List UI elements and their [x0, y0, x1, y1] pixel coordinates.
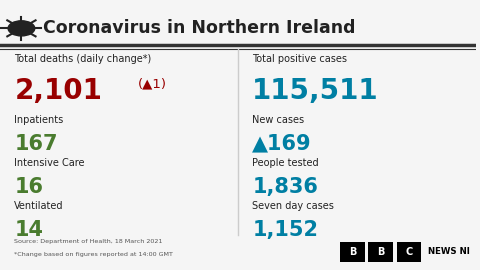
Text: ▲169: ▲169 — [252, 134, 312, 154]
Text: People tested: People tested — [252, 158, 319, 168]
Text: 14: 14 — [14, 220, 43, 240]
Text: New cases: New cases — [252, 115, 304, 125]
Text: (▲1): (▲1) — [138, 77, 167, 90]
Text: C: C — [405, 247, 413, 257]
Text: B: B — [377, 247, 384, 257]
Text: Total deaths (daily change*): Total deaths (daily change*) — [14, 54, 152, 64]
Text: NEWS NI: NEWS NI — [428, 247, 469, 256]
FancyBboxPatch shape — [396, 242, 421, 262]
Circle shape — [8, 21, 35, 36]
Text: 1,152: 1,152 — [252, 220, 318, 240]
Text: Inpatients: Inpatients — [14, 115, 63, 125]
Text: 1,836: 1,836 — [252, 177, 318, 197]
Text: Intensive Care: Intensive Care — [14, 158, 85, 168]
Text: 115,511: 115,511 — [252, 77, 379, 105]
FancyBboxPatch shape — [340, 242, 365, 262]
Text: Total positive cases: Total positive cases — [252, 54, 348, 64]
Text: Source: Department of Health, 18 March 2021: Source: Department of Health, 18 March 2… — [14, 239, 163, 244]
Text: 167: 167 — [14, 134, 58, 154]
Text: Seven day cases: Seven day cases — [252, 201, 334, 211]
Text: Ventilated: Ventilated — [14, 201, 64, 211]
Text: 16: 16 — [14, 177, 43, 197]
FancyBboxPatch shape — [369, 242, 393, 262]
Text: B: B — [349, 247, 357, 257]
Text: 2,101: 2,101 — [14, 77, 102, 105]
Text: Coronavirus in Northern Ireland: Coronavirus in Northern Ireland — [43, 19, 355, 37]
Text: *Change based on figures reported at 14:00 GMT: *Change based on figures reported at 14:… — [14, 252, 173, 257]
